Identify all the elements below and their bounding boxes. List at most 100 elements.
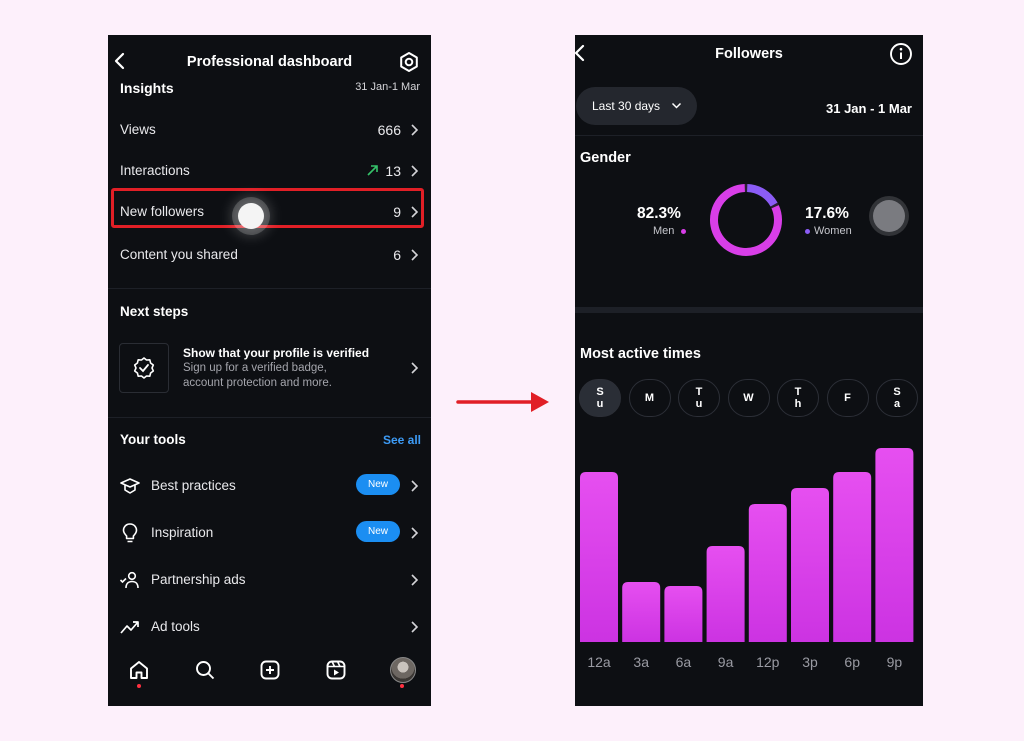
touch-indicator: [238, 203, 264, 229]
tool-label: Ad tools: [151, 619, 200, 634]
day-button[interactable]: F: [826, 379, 869, 417]
x-tick-label: 6a: [676, 654, 692, 670]
men-label: Men: [653, 225, 675, 237]
donut-slice-men: [710, 184, 782, 256]
create-icon[interactable]: [259, 659, 281, 681]
see-all-link[interactable]: See all: [382, 433, 421, 447]
day-label: M: [644, 392, 655, 404]
x-tick-label: 3a: [633, 654, 649, 670]
your-tools-heading: Your tools: [120, 432, 186, 447]
men-percentage: 82.3%: [637, 205, 681, 222]
x-tick-label: 12a: [587, 654, 611, 670]
insight-row-views[interactable]: Views 666: [108, 115, 431, 145]
new-followers-highlight-box: [111, 188, 424, 228]
home-notification-dot: [137, 684, 141, 688]
section-divider: [575, 135, 923, 136]
bar-9a: [706, 546, 745, 642]
section-separator: [575, 307, 923, 313]
day-label: W: [743, 392, 754, 404]
bar-12a: [580, 472, 618, 642]
row-label: Content you shared: [120, 247, 238, 262]
gender-donut-chart: [710, 184, 782, 256]
insights-heading: Insights: [120, 80, 174, 96]
bar-12p: [748, 504, 787, 642]
tool-ad-tools[interactable]: Ad tools: [108, 612, 431, 642]
verified-badge-box: [119, 343, 169, 393]
x-tick-label: 12p: [756, 654, 780, 670]
chevron-right-icon: [411, 165, 419, 177]
profile-notification-dot: [400, 684, 404, 688]
x-tick-label: 9a: [718, 654, 734, 670]
tool-inspiration[interactable]: Inspiration New: [108, 518, 431, 548]
back-arrow-icon[interactable]: [111, 51, 129, 71]
graduation-cap-icon: [120, 478, 140, 494]
women-percentage: 17.6%: [805, 205, 849, 222]
touch-indicator: [873, 200, 905, 232]
tool-label: Best practices: [151, 478, 236, 493]
reels-icon[interactable]: [325, 659, 347, 681]
day-button[interactable]: M: [628, 379, 671, 417]
row-value: 13: [385, 163, 401, 179]
tool-partnership-ads[interactable]: Partnership ads: [108, 565, 431, 595]
bar-3p: [791, 488, 829, 642]
lightbulb-icon: [122, 523, 138, 543]
date-filter-dropdown[interactable]: Last 30 days: [576, 87, 697, 125]
verify-profile-card[interactable]: Show that your profile is verified Sign …: [108, 335, 431, 401]
settings-gear-icon[interactable]: [398, 51, 420, 73]
chevron-right-icon: [411, 124, 419, 136]
home-icon[interactable]: [128, 659, 150, 681]
chevron-right-icon: [411, 480, 419, 492]
row-label: Views: [120, 122, 156, 137]
men-legend-dot: [681, 229, 686, 234]
page-title: Professional dashboard: [186, 54, 353, 70]
chevron-right-icon: [411, 249, 419, 261]
insight-row-new-followers[interactable]: New followers 9: [108, 198, 431, 228]
verify-card-desc-2: account protection and more.: [183, 377, 332, 389]
tool-label: Partnership ads: [151, 572, 246, 587]
profile-avatar[interactable]: [390, 657, 416, 683]
insights-date-range: 31 Jan-1 Mar: [355, 81, 420, 93]
gender-heading: Gender: [580, 150, 631, 166]
row-label: New followers: [120, 204, 205, 219]
info-icon[interactable]: [889, 42, 913, 66]
most-active-times-chart: 12a 3a 6a 9a 12p 3p 6p 9p: [580, 448, 914, 670]
bar-3a: [622, 582, 661, 642]
section-divider: [108, 288, 431, 289]
tool-best-practices[interactable]: Best practices New: [108, 471, 431, 501]
donut-slice-women: [746, 184, 778, 207]
next-steps-heading: Next steps: [120, 304, 189, 319]
row-label: Interactions: [120, 163, 190, 178]
day-label: F: [844, 392, 851, 404]
section-divider: [108, 417, 431, 418]
verify-card-desc-1: Sign up for a verified badge,: [183, 362, 327, 374]
chevron-right-icon: [411, 362, 419, 374]
back-arrow-icon[interactable]: [575, 43, 589, 63]
followers-screen: Followers Last 30 days 31 Jan - 1 Mar Ge…: [575, 35, 923, 706]
new-badge: New: [356, 521, 400, 542]
insight-row-content-shared[interactable]: Content you shared 6: [108, 240, 431, 270]
women-legend-dot: [805, 229, 810, 234]
row-value: 6: [393, 247, 401, 263]
professional-dashboard-screen: Professional dashboard Insights 31 Jan-1…: [108, 35, 431, 706]
verify-card-title: Show that your profile is verified: [183, 346, 370, 360]
day-button[interactable]: W: [727, 379, 770, 417]
insight-row-interactions[interactable]: Interactions 13: [108, 156, 431, 186]
chevron-right-icon: [411, 574, 419, 586]
transition-arrow-icon: [456, 392, 549, 412]
chevron-right-icon: [411, 206, 419, 218]
date-range: 31 Jan - 1 Mar: [826, 101, 912, 116]
bar-9p: [875, 448, 914, 642]
x-tick-label: 9p: [887, 654, 903, 670]
row-value: 666: [377, 122, 401, 138]
chevron-right-icon: [411, 527, 419, 539]
chevron-down-icon: [671, 102, 682, 109]
search-icon[interactable]: [194, 659, 216, 681]
